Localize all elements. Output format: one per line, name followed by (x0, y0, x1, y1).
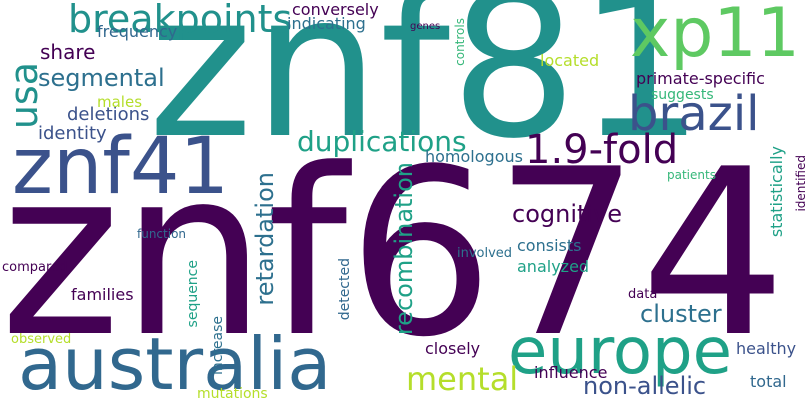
word-mutations: mutations (197, 386, 268, 402)
word-located: located (540, 51, 600, 70)
word-sequence: sequence (185, 260, 201, 328)
word-mental: mental (406, 360, 519, 398)
word-share: share (40, 40, 96, 64)
word-statistically: statistically (767, 146, 786, 238)
word-patients: patients (667, 168, 716, 182)
word-deletions: deletions (67, 104, 150, 125)
word-suggests: suggests (651, 87, 714, 103)
word-1-9-fold: 1.9-fold (525, 127, 679, 173)
word-detected: detected (337, 258, 353, 321)
word-involved: involved (457, 246, 513, 261)
word-closely: closely (425, 339, 481, 358)
word-healthy: healthy (736, 339, 797, 358)
word-total: total (750, 372, 787, 391)
word-observed: observed (11, 332, 72, 347)
word-non-allelic: non-allelic (583, 372, 707, 400)
word-indicating: indicating (287, 14, 366, 33)
word-compared: compared (2, 260, 68, 275)
word-homologous: homologous (425, 147, 523, 166)
word-genes: genes (410, 21, 441, 32)
word-data: data (628, 287, 658, 302)
word-function: function (137, 227, 187, 241)
word-consists: consists (517, 236, 582, 255)
word-conversely: conversely (292, 0, 379, 19)
word-males: males (97, 93, 143, 111)
word-cluster: cluster (640, 300, 722, 328)
word-identified: identified (794, 155, 808, 212)
word-xp11: xp11 (630, 0, 800, 73)
word-australia: australia (18, 322, 332, 404)
word-controls: controls (453, 18, 467, 66)
word-primate-specific: primate-specific (636, 69, 765, 88)
word-influence: influence (534, 363, 608, 382)
word-znf674: znf674 (0, 121, 787, 388)
word-europe: europe (508, 315, 732, 389)
word-identity: identity (38, 123, 107, 144)
word-frequency: frequency (97, 22, 178, 41)
word-segmental: segmental (38, 64, 165, 92)
word-families: families (71, 285, 134, 304)
word-increase: increase (210, 316, 226, 376)
word-brazil: brazil (628, 86, 760, 142)
word-duplications: duplications (297, 125, 467, 158)
word-breakpoints: breakpoints (68, 0, 293, 41)
word-znf81: znf81 (148, 0, 705, 183)
word-cognitive: cognitive (512, 200, 623, 228)
word-retardation: retardation (251, 172, 279, 306)
word-analyzed: analyzed (517, 257, 590, 276)
word-recombination: recombination (390, 162, 418, 336)
word-znf41: znf41 (12, 122, 230, 212)
